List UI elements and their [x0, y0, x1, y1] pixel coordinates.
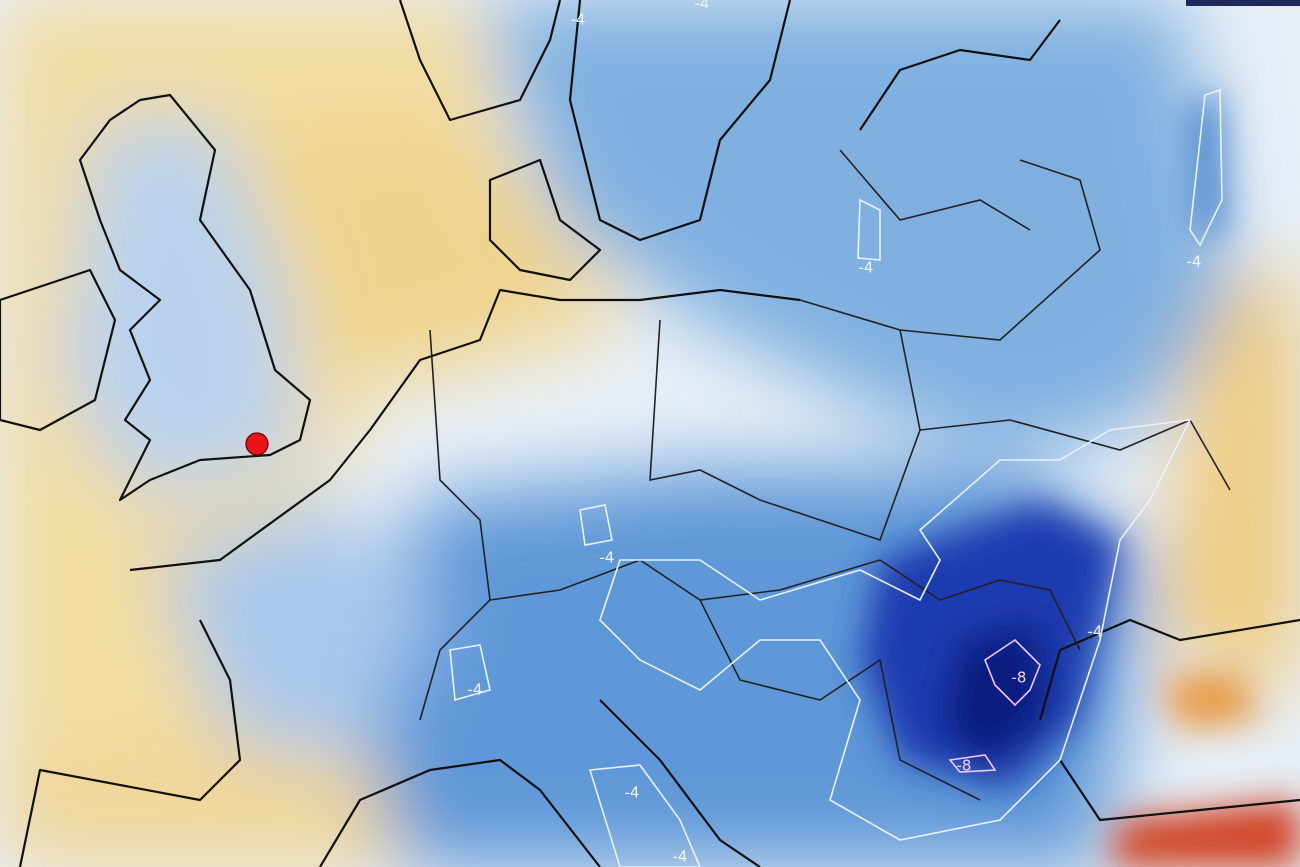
contour-labels: -4 -4 -4 -4 -4 -4 -4 -4 -4 -8 -8: [468, 0, 1202, 866]
contour-label: -4: [673, 848, 688, 866]
border-germany-west: [419, 329, 491, 721]
coast-ireland: [0, 268, 117, 432]
contour-label: -4: [468, 681, 483, 699]
contour-label: -4: [1088, 623, 1103, 641]
contour-label: -4: [571, 11, 586, 29]
contour-minus4-czech: [579, 504, 613, 546]
location-marker: [245, 432, 269, 456]
contours: [449, 88, 1223, 867]
border-belarus: [899, 159, 1101, 341]
contour-label: -4: [625, 784, 640, 802]
contour-minus8-bulgaria: [948, 754, 997, 773]
header-bar: [1186, 0, 1300, 6]
contour-label: -4: [600, 549, 615, 567]
cold-max: [940, 620, 1050, 770]
coast-north-europe: [129, 288, 801, 572]
contour-minus4-italy: [588, 764, 701, 867]
coast-black-sea-north: [1038, 618, 1300, 721]
coast-biscay: [18, 619, 242, 867]
coast-norway: [398, 0, 562, 122]
coast-med: [319, 758, 601, 867]
contour-label: -8: [957, 757, 972, 775]
cold-russia: [1185, 90, 1225, 240]
coast-denmark: [488, 158, 602, 282]
coast-sweden: [568, 0, 792, 242]
cool-france: [160, 500, 440, 760]
coast-black-sea-south: [1059, 759, 1300, 822]
warm-north-sea: [250, 120, 600, 380]
warm-iberia: [0, 720, 520, 867]
contour-minus4-east: [599, 419, 1192, 841]
coast-britain: [78, 93, 312, 502]
border-romania: [879, 559, 1081, 651]
border-baltics: [839, 149, 1031, 231]
contour-label: -4: [695, 0, 710, 13]
border-balkans: [699, 599, 981, 801]
border-alps: [489, 559, 881, 601]
border-poland: [649, 299, 921, 542]
coast-finland: [859, 19, 1061, 131]
warm-crimea: [1160, 670, 1260, 730]
contour-minus8-romania: [984, 638, 1041, 707]
contour-label: -4: [859, 259, 874, 277]
contour-minus4-baltic: [857, 198, 881, 261]
warm-east: [1160, 260, 1300, 700]
contour-label: -4: [1187, 253, 1202, 271]
contour-minus4-russia: [1189, 88, 1223, 247]
border-ukraine: [919, 418, 1231, 491]
contour-label: -8: [1012, 669, 1027, 687]
contour-minus4-alps: [449, 644, 491, 702]
cool-britain: [60, 120, 300, 500]
borders: [419, 149, 1231, 801]
cool-north: [480, 0, 1230, 460]
coast-adriatic: [599, 699, 761, 867]
warm-turkey: [1110, 800, 1300, 867]
